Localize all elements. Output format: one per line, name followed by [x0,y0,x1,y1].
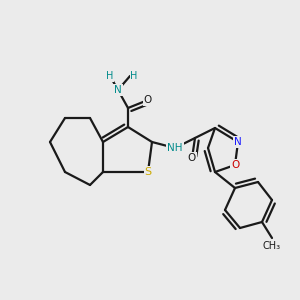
Text: O: O [231,160,239,170]
Text: H: H [130,71,138,81]
Text: N: N [114,85,122,95]
Text: O: O [144,95,152,105]
Text: H: H [106,71,114,81]
Text: CH₃: CH₃ [263,241,281,251]
Text: N: N [234,137,242,147]
Text: O: O [188,153,196,163]
Text: S: S [144,167,152,177]
Text: NH: NH [167,143,183,153]
